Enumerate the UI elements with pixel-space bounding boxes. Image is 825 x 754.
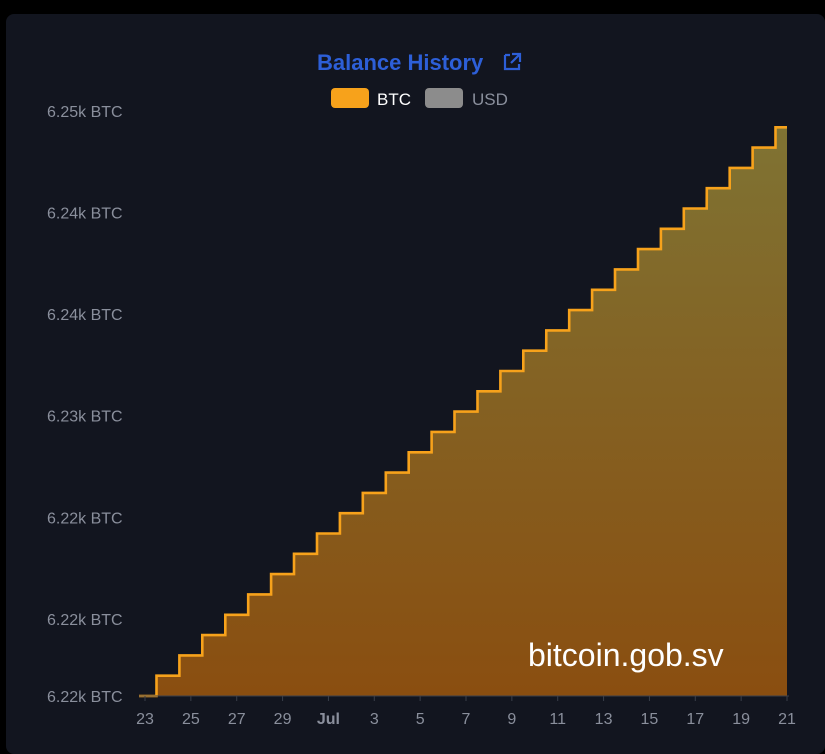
btc-data-point[interactable] <box>529 345 541 357</box>
x-tick-label: 15 <box>641 711 659 728</box>
y-tick-label: 6.22k BTC <box>47 612 123 629</box>
x-tick-label: 11 <box>549 711 566 728</box>
x-tick-label: 13 <box>595 711 613 728</box>
y-tick-label: 6.22k BTC <box>47 510 123 527</box>
x-tick-label: 27 <box>228 711 246 728</box>
btc-data-point[interactable] <box>643 243 655 255</box>
y-tick-label: 6.25k BTC <box>47 104 123 121</box>
watermark: bitcoin.gob.sv <box>528 637 724 673</box>
btc-data-point[interactable] <box>254 588 266 600</box>
btc-data-point[interactable] <box>368 487 380 499</box>
y-tick-label: 6.24k BTC <box>47 307 123 324</box>
btc-data-point[interactable] <box>506 365 518 377</box>
x-tick-label: 5 <box>416 711 425 728</box>
legend-swatch-usd <box>425 88 463 108</box>
btc-series-line[interactable] <box>139 126 787 698</box>
btc-data-point[interactable] <box>300 548 312 560</box>
btc-data-point[interactable] <box>460 406 472 418</box>
x-tick-label: 17 <box>686 711 704 728</box>
btc-data-point[interactable] <box>391 467 403 479</box>
x-tick-label: 23 <box>136 711 154 728</box>
btc-data-point[interactable] <box>689 203 701 215</box>
btc-data-point[interactable] <box>552 324 564 336</box>
x-tick-label: 25 <box>182 711 200 728</box>
btc-data-point[interactable] <box>208 629 220 641</box>
x-tick-label: Jul <box>317 711 340 728</box>
x-axis: 23 25 27 29 Jul 3 5 7 9 11 13 15 17 19 21 <box>136 696 796 728</box>
btc-data-point[interactable] <box>712 182 724 194</box>
legend-label-btc: BTC <box>377 90 411 109</box>
btc-data-point[interactable] <box>231 609 243 621</box>
y-axis: 6.25k BTC 6.24k BTC 6.24k BTC 6.23k BTC 6.22… <box>47 104 123 706</box>
btc-data-point[interactable] <box>666 223 678 235</box>
y-tick-label: 6.22k BTC <box>47 689 123 706</box>
btc-data-point[interactable] <box>277 568 289 580</box>
external-link-icon[interactable] <box>503 52 522 71</box>
y-tick-label: 6.23k BTC <box>47 409 123 426</box>
legend-label-usd: USD <box>472 90 508 109</box>
btc-data-point[interactable] <box>185 649 197 661</box>
btc-data-point[interactable] <box>758 142 770 154</box>
btc-data-point[interactable] <box>322 528 334 540</box>
x-tick-label: 7 <box>462 711 471 728</box>
btc-data-point[interactable] <box>437 426 449 438</box>
btc-data-point[interactable] <box>781 121 793 133</box>
btc-data-point[interactable] <box>483 385 495 397</box>
btc-data-point[interactable] <box>414 446 426 458</box>
chart-panel: Balance History BTC USD 6.25k BTC 6.24k B… <box>6 14 825 754</box>
btc-data-point[interactable] <box>598 284 610 296</box>
btc-data-point[interactable] <box>575 304 587 316</box>
legend-item-btc[interactable]: BTC <box>331 88 411 109</box>
legend-swatch-btc <box>331 88 369 108</box>
btc-data-point[interactable] <box>345 507 357 519</box>
balance-history-chart: Balance History BTC USD 6.25k BTC 6.24k B… <box>47 50 796 728</box>
legend: BTC USD <box>331 88 508 109</box>
x-tick-label: 9 <box>507 711 516 728</box>
btc-data-point[interactable] <box>621 263 633 275</box>
x-tick-label: 3 <box>370 711 379 728</box>
chart-title[interactable]: Balance History <box>317 50 484 75</box>
btc-data-point[interactable] <box>162 670 174 682</box>
x-tick-label: 29 <box>274 711 292 728</box>
y-tick-label: 6.24k BTC <box>47 206 123 223</box>
x-tick-label: 19 <box>732 711 750 728</box>
x-tick-label: 21 <box>778 711 796 728</box>
plot-area <box>139 121 793 698</box>
legend-item-usd[interactable]: USD <box>425 88 508 109</box>
btc-data-point[interactable] <box>735 162 747 174</box>
